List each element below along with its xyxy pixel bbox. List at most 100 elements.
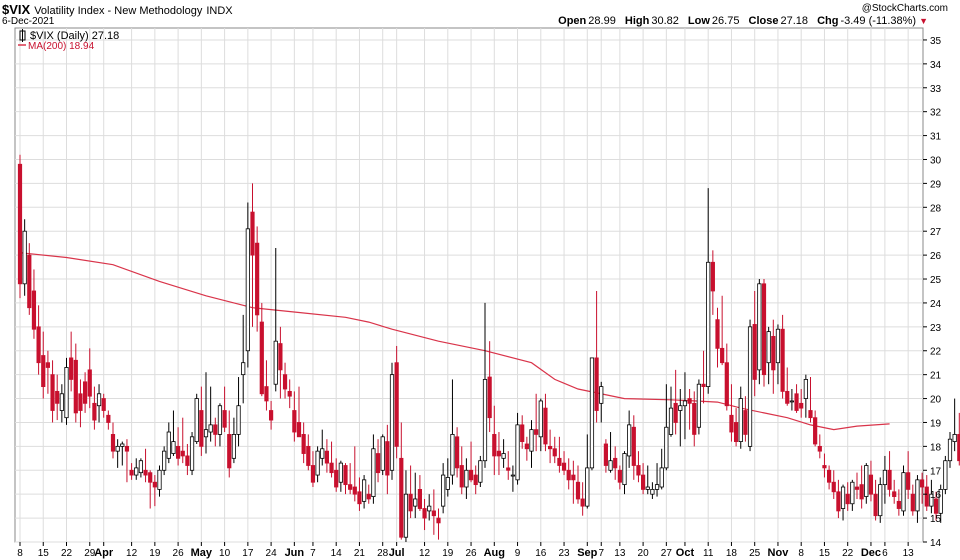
candle-body (482, 379, 488, 462)
candle-body (515, 424, 520, 481)
candle-body (622, 453, 627, 486)
x-tick-label: 18 (726, 548, 738, 559)
candle-body (664, 426, 669, 469)
candle-body (706, 261, 711, 388)
candle (120, 441, 125, 466)
x-tick-label: 24 (266, 548, 278, 559)
candle-body (552, 448, 557, 457)
y-tick-label: 18 (930, 442, 942, 453)
y-tick-label: 25 (930, 275, 942, 286)
candle-body (859, 484, 864, 500)
candle (794, 384, 799, 413)
x-tick-label: Oct (676, 547, 695, 559)
candle (859, 465, 864, 509)
candle-body (571, 474, 576, 481)
candle (45, 350, 51, 394)
candle (157, 465, 162, 497)
candle-body (55, 390, 60, 404)
candle-body (441, 474, 446, 507)
x-tick-label: Aug (484, 547, 505, 559)
candle-body (301, 434, 306, 454)
candle (854, 472, 860, 499)
x-tick-label: 26 (173, 548, 185, 559)
candle (827, 465, 832, 490)
change-down-arrow-icon[interactable]: ▼ (919, 16, 928, 26)
candle (348, 463, 353, 495)
candle (822, 453, 827, 478)
candle-body (538, 400, 543, 438)
candle (789, 388, 795, 411)
candle (375, 439, 381, 483)
candle (636, 451, 641, 483)
candle-body (561, 462, 567, 471)
candle (115, 439, 120, 468)
candle (292, 391, 297, 442)
candle-body (259, 321, 264, 395)
close-label: Close (748, 15, 779, 27)
candle (87, 348, 92, 409)
x-tick-label: 9 (515, 548, 521, 559)
x-tick-label: 20 (638, 548, 650, 559)
candle-body (896, 500, 901, 509)
candle (817, 434, 822, 459)
candle-body (78, 393, 83, 411)
candle-series (17, 154, 960, 542)
candle (538, 398, 543, 452)
candle (31, 269, 37, 339)
candle-body (282, 374, 288, 390)
candle (287, 379, 292, 409)
candle (199, 386, 204, 456)
x-tick-label: Dec (861, 547, 881, 559)
candle-body (687, 398, 692, 404)
candle-body (431, 510, 436, 517)
candle (734, 408, 739, 447)
x-tick-label: 12 (126, 548, 138, 559)
candle (901, 465, 906, 516)
candle-body (389, 374, 395, 471)
y-tick-label: 33 (930, 84, 942, 95)
candle-body (492, 434, 497, 457)
candle-body (41, 355, 46, 388)
candle (352, 446, 357, 502)
candle-body (166, 431, 171, 459)
candle (868, 460, 874, 502)
candle (175, 427, 181, 466)
candle (152, 475, 157, 507)
open-value: 28.99 (588, 15, 616, 27)
candle-body (59, 393, 64, 411)
candle-body (115, 445, 120, 452)
candle-body (827, 469, 832, 483)
x-tick-label: 15 (38, 548, 50, 559)
candle-body (296, 422, 302, 438)
candle (701, 350, 706, 404)
candle-body (506, 467, 511, 471)
exchange-label: INDX (206, 5, 233, 17)
candle (101, 393, 106, 418)
candle-body (459, 465, 464, 488)
candle-body (808, 410, 813, 419)
candle-body (134, 467, 139, 476)
candle-body (757, 283, 762, 371)
candle-body (743, 410, 748, 435)
candle (557, 436, 562, 473)
candle-body (952, 434, 957, 442)
candle (845, 482, 850, 511)
y-tick-label: 32 (930, 108, 942, 119)
candle-body (454, 436, 460, 469)
legend-ma-label: MA(200) 18.94 (28, 41, 95, 52)
candle (78, 379, 83, 428)
candle-body (450, 434, 455, 476)
plot-area (14, 27, 924, 543)
candle (738, 386, 743, 449)
y-tick-label: 29 (930, 179, 942, 190)
candle (231, 417, 236, 464)
candle (487, 341, 492, 433)
candle-body (343, 465, 348, 486)
candle-body (715, 319, 720, 349)
candle (664, 384, 669, 471)
ohlc-readout: Open 28.99 High 30.82 Low 26.75 Close 27.18 … (552, 15, 928, 27)
candle-body (399, 457, 404, 538)
symbol-description: Volatility Index - New Methodology (34, 5, 203, 17)
candle-body (199, 410, 204, 447)
